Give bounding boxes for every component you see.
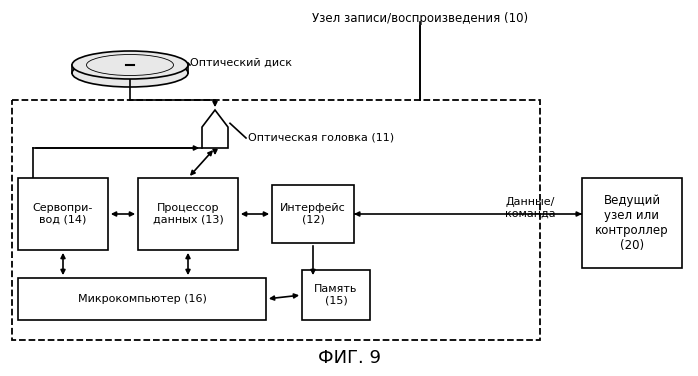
Text: Микрокомпьютер (16): Микрокомпьютер (16) bbox=[77, 294, 207, 304]
Text: Процессор
данных (13): Процессор данных (13) bbox=[153, 203, 223, 225]
Bar bbox=[138, 178, 238, 250]
Ellipse shape bbox=[72, 59, 188, 87]
Ellipse shape bbox=[72, 51, 188, 79]
Text: Узел записи/воспроизведения (10): Узел записи/воспроизведения (10) bbox=[312, 12, 528, 25]
Text: Интерфейс
(12): Интерфейс (12) bbox=[280, 203, 346, 225]
Text: Оптический диск: Оптический диск bbox=[190, 58, 292, 68]
Bar bbox=[12, 100, 540, 340]
Polygon shape bbox=[202, 110, 228, 148]
Bar bbox=[18, 278, 266, 320]
Text: ФИГ. 9: ФИГ. 9 bbox=[318, 349, 380, 367]
Text: Ведущий
узел или
контроллер
(20): Ведущий узел или контроллер (20) bbox=[595, 194, 669, 252]
Text: Данные/
команда: Данные/ команда bbox=[505, 197, 556, 219]
Bar bbox=[18, 178, 108, 250]
Text: Сервопри-
вод (14): Сервопри- вод (14) bbox=[33, 203, 94, 225]
Bar bbox=[272, 185, 354, 243]
Bar bbox=[582, 178, 682, 268]
Text: Память
(15): Память (15) bbox=[314, 284, 357, 306]
Text: Оптическая головка (11): Оптическая головка (11) bbox=[248, 133, 394, 143]
Bar bbox=[302, 270, 370, 320]
